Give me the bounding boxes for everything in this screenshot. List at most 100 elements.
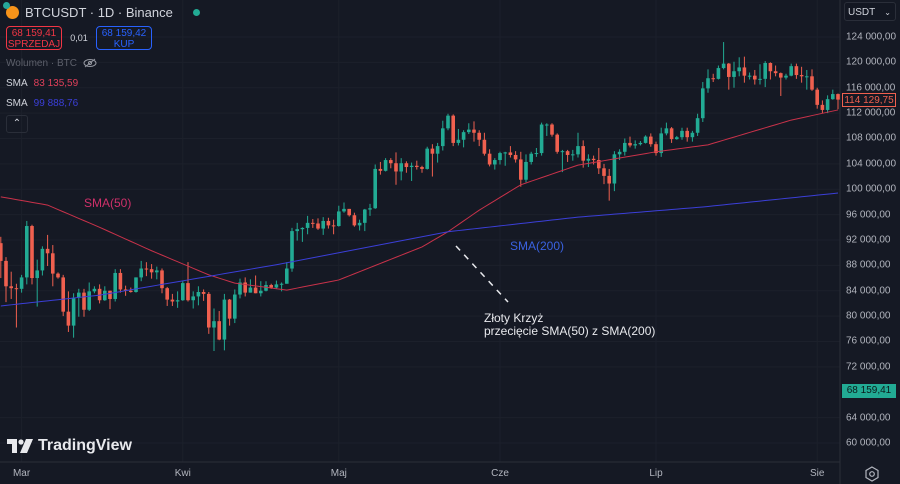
candle <box>326 217 331 229</box>
currency-select[interactable]: USDT ⌄ <box>844 2 896 21</box>
candle <box>633 140 637 149</box>
candle-body <box>565 151 570 155</box>
candle <box>191 291 195 309</box>
price-tick-label: 80 000,00 <box>846 310 891 322</box>
buy-price: 68 159,42 <box>101 28 147 39</box>
candle <box>97 284 102 304</box>
candle <box>472 121 476 142</box>
candle <box>71 293 76 338</box>
candle-body <box>77 292 81 298</box>
symbol-title[interactable]: BTCUSDT · 1D · Binance <box>25 4 173 20</box>
collapse-legend-button[interactable]: ⌃ <box>6 115 28 133</box>
time-tick-label: Sie <box>809 468 825 479</box>
tradingview-logo-icon <box>7 439 33 453</box>
candle-body <box>321 220 325 229</box>
candle <box>207 291 211 334</box>
candle-body <box>753 75 757 80</box>
candle-body <box>482 139 487 154</box>
candle <box>155 266 159 280</box>
settings-gear-icon[interactable] <box>864 466 880 482</box>
candle-body <box>40 248 45 271</box>
eye-off-icon[interactable] <box>83 58 97 68</box>
candle <box>248 279 253 293</box>
candle <box>19 274 24 293</box>
candle <box>399 158 403 181</box>
price-tick-label: 120 000,00 <box>846 56 897 68</box>
candle <box>113 269 117 302</box>
candle-body <box>160 270 164 289</box>
candle-body <box>643 136 648 143</box>
candle-body <box>259 290 263 294</box>
candle <box>45 234 50 266</box>
candle-body <box>134 277 138 292</box>
candle <box>638 141 643 146</box>
sma50-indicator-name[interactable]: SMA <box>6 77 28 89</box>
candle-body <box>649 136 653 145</box>
candle-body <box>607 175 611 184</box>
candles <box>0 42 840 351</box>
candle-body <box>25 226 29 278</box>
candle-body <box>139 268 143 278</box>
candle-body <box>435 146 440 154</box>
candle <box>331 219 336 235</box>
sma200-indicator-name[interactable]: SMA <box>6 97 28 109</box>
price-tick-label: 72 000,00 <box>846 361 891 373</box>
candle-body <box>129 290 133 292</box>
candle-body <box>519 159 523 180</box>
candle <box>144 262 149 277</box>
candle <box>524 154 528 183</box>
candle <box>290 227 294 272</box>
candle <box>316 218 320 230</box>
candle-body <box>337 211 341 227</box>
price-tick-label: 112 000,00 <box>846 107 896 119</box>
candle-body <box>706 78 710 89</box>
chevron-down-icon: ⌄ <box>884 8 891 17</box>
candle <box>784 73 788 80</box>
sell-button[interactable]: 68 159,41 SPRZEDAJ <box>6 26 62 50</box>
candle <box>753 69 757 85</box>
candle-body <box>66 311 71 326</box>
candle <box>274 280 279 289</box>
candle <box>758 64 762 85</box>
candle <box>711 73 715 83</box>
sma50-line <box>0 109 839 291</box>
price-tick-label: 104 000,00 <box>846 158 897 170</box>
candle <box>357 219 362 231</box>
candle-body <box>633 144 637 146</box>
candle <box>664 122 669 136</box>
currency-value: USDT <box>848 7 876 18</box>
buy-button[interactable]: 68 159,42 KUP <box>96 26 152 50</box>
candle <box>560 149 565 173</box>
candle <box>404 161 409 173</box>
candle-body <box>274 284 279 288</box>
sma200-annotation: SMA(200) <box>510 239 565 253</box>
candle-body <box>378 168 383 171</box>
candle-body <box>690 132 695 138</box>
time-tick-label: Cze <box>491 468 509 479</box>
candle <box>446 113 450 131</box>
candle <box>737 57 741 77</box>
candle-body <box>498 153 502 161</box>
candle-body <box>669 128 674 140</box>
candle-body <box>716 68 721 79</box>
candle-body <box>831 94 835 100</box>
candle-body <box>680 130 684 138</box>
candle <box>550 123 554 137</box>
tradingview-logo[interactable]: TradingView <box>7 437 132 455</box>
legend-overlay: BTCUSDT · 1D · Binance 68 159,41 SPRZEDA… <box>3 1 200 133</box>
candle-body <box>295 229 299 232</box>
candle-body <box>602 168 606 176</box>
candle <box>420 165 424 173</box>
candle <box>238 278 242 299</box>
candle <box>217 311 221 341</box>
candle-body <box>196 291 201 297</box>
volume-indicator-label[interactable]: Wolumen · BTC <box>6 57 77 69</box>
price-tick-label: 116 000,00 <box>846 82 896 94</box>
candle <box>831 89 835 100</box>
time-tick-label: Kwi <box>174 468 191 479</box>
candle <box>721 42 726 70</box>
candle-body <box>389 160 393 164</box>
candle-body <box>711 78 715 80</box>
candle-body <box>825 99 830 110</box>
